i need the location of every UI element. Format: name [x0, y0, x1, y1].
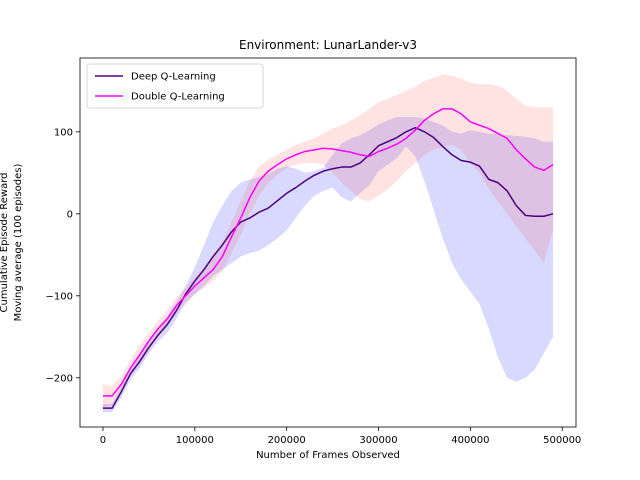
x-tick-label: 500000: [543, 435, 581, 446]
x-axis-title: Number of Frames Observed: [256, 450, 400, 461]
x-tick-label: 300000: [359, 435, 397, 446]
y-tick-label: −100: [46, 291, 73, 302]
x-axis-ticks: 0 100000 200000 300000 400000 500000: [100, 427, 581, 446]
y-axis-title-line-2: Moving average (100 episodes): [13, 164, 24, 322]
confidence-bands: [102, 74, 554, 413]
x-tick-label: 0: [100, 435, 106, 446]
y-axis-title-line-1: Cumulative Episode Reward: [0, 173, 10, 313]
x-tick-label: 100000: [176, 435, 214, 446]
y-axis-title: Cumulative Episode Reward Moving average…: [0, 164, 24, 322]
plot-frame: [79, 57, 577, 428]
legend-label-2: Double Q-Learning: [131, 92, 225, 103]
x-tick-label: 200000: [268, 435, 306, 446]
line-series-1: [102, 126, 554, 409]
band-series-1: [102, 117, 554, 413]
y-axis-ticks: −200 −100 0 100: [46, 127, 80, 384]
x-tick-label: 400000: [451, 435, 489, 446]
band-series-2: [102, 74, 554, 408]
legend-label-1: Deep Q-Learning: [131, 72, 216, 83]
legend: Deep Q-Learning Double Q-Learning: [86, 63, 264, 109]
chart-title: Environment: LunarLander-v3: [239, 38, 417, 52]
line-series-2: [102, 108, 554, 397]
series-lines: [102, 108, 554, 409]
y-tick-label: 0: [67, 209, 73, 220]
y-tick-label: −200: [46, 373, 73, 384]
legend-box: [86, 63, 264, 109]
y-tick-label: 100: [54, 127, 73, 138]
